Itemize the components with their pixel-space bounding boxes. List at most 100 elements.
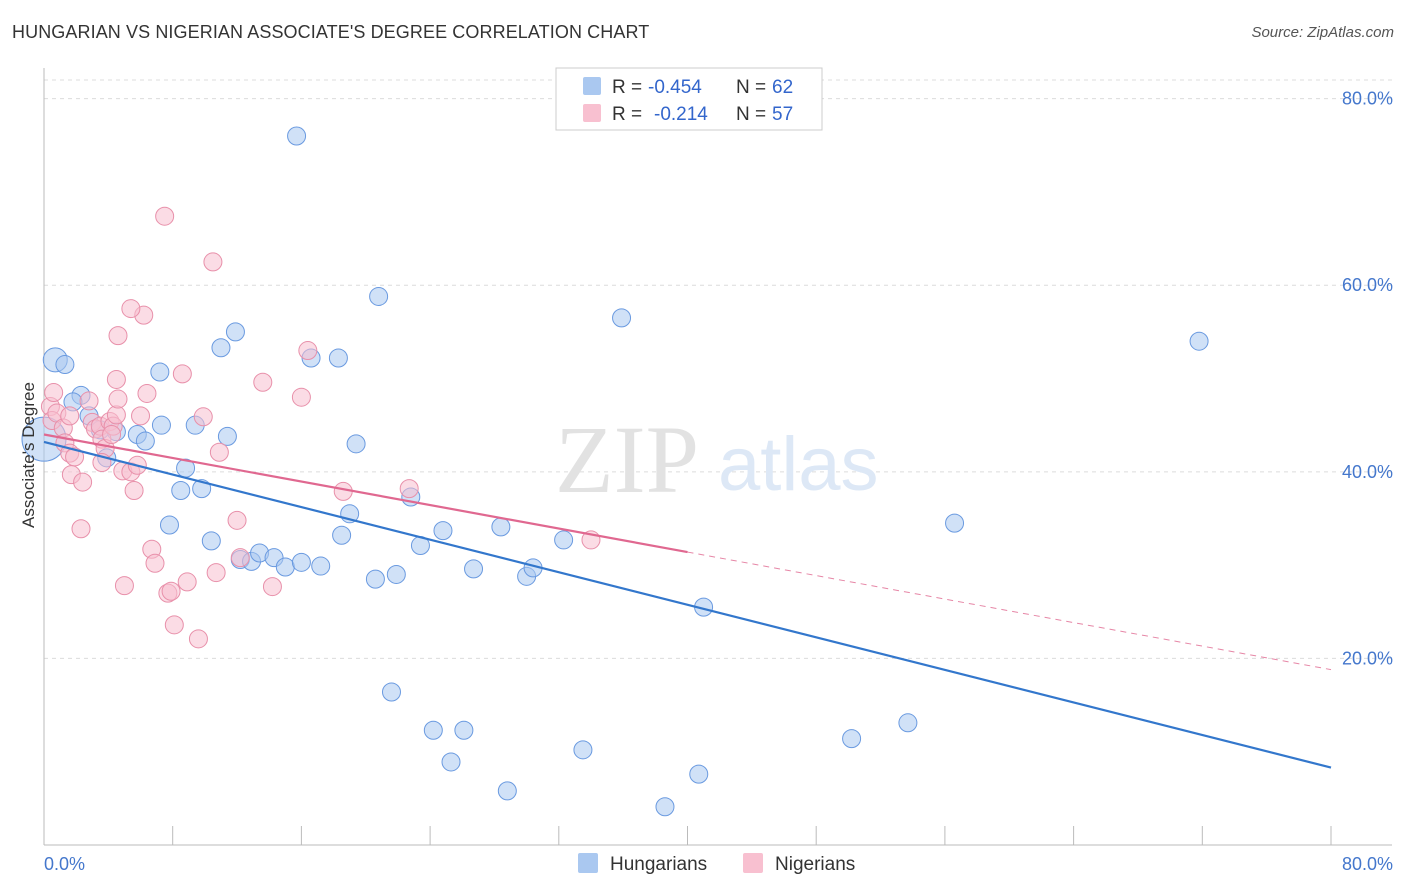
hungarians-point (689, 764, 709, 784)
hungarians-point (441, 752, 461, 772)
nigerians-point (106, 369, 126, 389)
nigerians-point (193, 407, 213, 427)
y-tick-label: 60.0% (1342, 275, 1393, 295)
hungarians-point (365, 569, 385, 589)
nigerians-point (44, 383, 64, 403)
nigerians-point (161, 581, 181, 601)
hungarians-point (291, 552, 311, 572)
hungarians-point (381, 682, 401, 702)
legend-r-label: R = (612, 104, 642, 125)
nigerians-point (227, 510, 247, 530)
hungarians-point (491, 517, 511, 537)
hungarians-point (573, 740, 593, 760)
nigerians-trend-line (43, 433, 688, 554)
hungarians-point (201, 531, 221, 551)
legend-n-value: 57 (772, 104, 793, 125)
nigerians-point (203, 252, 223, 272)
legend-r-label: R = (612, 77, 642, 98)
hungarians-point (386, 564, 406, 584)
y-tick-label: 80.0% (1342, 89, 1393, 109)
hungarians-point (433, 521, 453, 541)
hungarians-point (150, 362, 170, 382)
nigerians-point (102, 425, 122, 445)
nigerians-point (291, 387, 311, 407)
hungarians-point (554, 530, 574, 550)
hungarians-point (346, 434, 366, 454)
hungarians-point (454, 720, 474, 740)
legend-row-nigerians: R = -0.214 N = 57 (583, 104, 793, 125)
legend-n-label: N = (736, 77, 766, 98)
nigerians-point (124, 480, 144, 500)
nigerians-trend-extension (687, 551, 1332, 671)
nigerians-point (253, 372, 273, 392)
nigerians-point (164, 615, 184, 635)
hungarians-point (612, 308, 632, 328)
nigerians-point (79, 391, 99, 411)
y-tick-label: 40.0% (1342, 462, 1393, 482)
hungarians-point (842, 729, 862, 749)
bottom-legend-swatch-hungarians (578, 853, 598, 873)
hungarians-point (287, 126, 307, 146)
series-nigerians (40, 206, 601, 649)
correlation-legend: R = -0.454 N = 62 R = -0.214 N = 57 (555, 67, 823, 131)
hungarians-point (1189, 331, 1209, 351)
legend-r-value: -0.214 (654, 104, 708, 125)
legend-row-hungarians: R = -0.454 N = 62 (583, 77, 793, 98)
nigerians-point (188, 629, 208, 649)
hungarians-point (311, 556, 331, 576)
hungarians-point (275, 557, 295, 577)
tick-labels: 20.0% 40.0% 60.0% 80.0% 0.0% 80.0% (44, 89, 1393, 874)
watermark: ZIP atlas (555, 406, 879, 513)
hungarians-point (225, 322, 245, 342)
watermark-atlas: atlas (718, 422, 879, 507)
hungarians-point (945, 513, 965, 533)
hungarians-point (211, 338, 231, 358)
legend-swatch-nigerians (583, 104, 601, 122)
nigerians-point (106, 405, 126, 425)
hungarians-point (369, 286, 389, 306)
nigerians-point (108, 389, 128, 409)
hungarians-point (898, 713, 918, 733)
hungarians-point (423, 720, 443, 740)
hungarians-point (55, 355, 75, 375)
nigerians-point (60, 406, 80, 426)
bottom-legend-label-nigerians: Nigerians (775, 854, 855, 875)
bottom-legend-swatch-nigerians (743, 853, 763, 873)
nigerians-point (114, 576, 134, 596)
watermark-zip: ZIP (555, 406, 699, 513)
nigerians-point (108, 326, 128, 346)
y-tick-label: 20.0% (1342, 648, 1393, 668)
gridlines (44, 79, 1392, 659)
legend-r-value: -0.454 (648, 77, 702, 98)
hungarians-point (655, 797, 675, 817)
source-credit: Source: ZipAtlas.com (1251, 24, 1394, 41)
nigerians-point (121, 299, 141, 319)
nigerians-point (298, 341, 318, 361)
nigerians-point (172, 364, 192, 384)
chart-title: HUNGARIAN VS NIGERIAN ASSOCIATE'S DEGREE… (12, 22, 650, 42)
hungarians-point (135, 431, 155, 451)
data-points (21, 126, 1209, 817)
hungarians-point (217, 426, 237, 446)
nigerians-point (73, 472, 93, 492)
hungarians-point (171, 480, 191, 500)
nigerians-point (399, 479, 419, 499)
hungarians-point (159, 515, 179, 535)
nigerians-point (137, 383, 157, 403)
hungarians-point (332, 525, 352, 545)
legend-swatch-hungarians (583, 77, 601, 95)
hungarians-point (328, 348, 348, 368)
nigerians-point (145, 553, 165, 573)
nigerians-point (262, 577, 282, 597)
trend-lines (43, 433, 1332, 769)
hungarians-point (151, 415, 171, 435)
hungarians-point (497, 781, 517, 801)
bottom-legend-label-hungarians: Hungarians (610, 854, 707, 875)
legend-n-value: 62 (772, 77, 793, 98)
nigerians-point (155, 206, 175, 226)
series-legend: Hungarians Nigerians (578, 853, 855, 875)
nigerians-point (177, 572, 197, 592)
hungarians-point (464, 559, 484, 579)
nigerians-point (206, 563, 226, 583)
